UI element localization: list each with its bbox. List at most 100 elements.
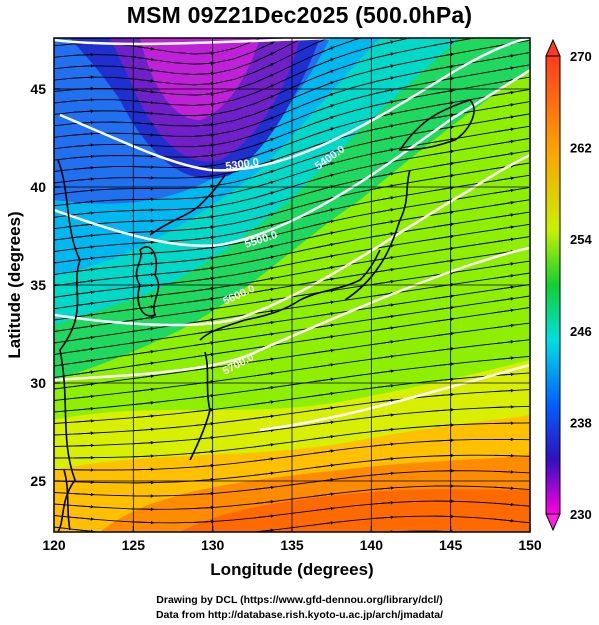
- wind-arrow: [373, 52, 395, 59]
- wind-arrow: [373, 124, 395, 130]
- wind-arrow: [253, 266, 275, 272]
- wind-arrow: [134, 535, 154, 536]
- wind-arrow: [73, 382, 95, 387]
- wind-arrow: [73, 165, 95, 170]
- wind-arrow: [133, 143, 155, 148]
- wind-arrow: [493, 297, 515, 302]
- wind-arrow: [193, 491, 215, 496]
- wind-arrow: [73, 347, 95, 353]
- x-tick-label: 145: [439, 537, 463, 553]
- wind-arrow: [493, 372, 515, 377]
- wind-arrow: [73, 188, 95, 193]
- wind-arrow: [73, 313, 95, 318]
- y-tick-label: 45: [30, 81, 46, 97]
- wind-arrow: [73, 394, 95, 399]
- wind-arrow: [253, 357, 275, 363]
- wind-arrow: [133, 414, 155, 419]
- wind-arrow: [73, 370, 95, 376]
- wind-arrow: [373, 40, 395, 47]
- y-tick-label: 35: [30, 277, 46, 293]
- wind-arrow: [493, 176, 515, 182]
- wind-arrow: [493, 78, 515, 84]
- wind-arrow: [133, 132, 155, 137]
- colorbar-lower-triangle: [545, 513, 561, 532]
- wind-arrow: [313, 150, 335, 158]
- wind-arrow: [133, 219, 155, 223]
- wind-arrow: [373, 279, 395, 285]
- wind-arrow: [193, 174, 215, 179]
- wind-arrow: [493, 502, 515, 507]
- wind-arrow: [253, 385, 275, 391]
- wind-arrow: [73, 75, 95, 80]
- wind-arrow: [313, 300, 335, 306]
- wind-arrow: [253, 223, 275, 230]
- wind-arrow: [313, 38, 335, 45]
- wind-arrow: [73, 132, 95, 136]
- wind-arrow: [193, 215, 215, 220]
- wind-arrow: [253, 116, 275, 126]
- wind-arrow: [313, 242, 335, 249]
- wind-arrow: [133, 89, 155, 94]
- wind-arrow: [313, 521, 335, 526]
- wind-arrow: [313, 46, 335, 56]
- wind-arrow: [253, 442, 275, 448]
- map-grid: [54, 38, 530, 532]
- wind-arrow: [73, 109, 95, 113]
- wind-arrow: [193, 133, 215, 137]
- wind-arrow: [193, 71, 215, 76]
- wind-arrow: [133, 229, 155, 234]
- wind-arrow: [73, 143, 95, 147]
- credit-line-dcl: Drawing by DCL (https://www.gfd-dennou.o…: [156, 594, 443, 606]
- wind-arrow: [493, 115, 515, 121]
- wind-arrow: [493, 225, 515, 231]
- height-contours: [54, 38, 530, 432]
- wind-arrow: [253, 332, 275, 338]
- wind-arrow: [373, 369, 395, 374]
- wind-arrow: [253, 276, 275, 283]
- wind-arrow: [133, 467, 155, 472]
- wind-arrow: [193, 421, 215, 427]
- wind-arrow: [313, 254, 335, 260]
- wind-arrow: [313, 127, 335, 136]
- wind-arrow: [73, 233, 95, 238]
- y-tick-label: 30: [30, 375, 46, 391]
- wind-arrow: [133, 122, 155, 126]
- wind-arrow: [133, 154, 155, 159]
- wind-arrow: [493, 274, 515, 279]
- wind-arrow: [373, 442, 395, 447]
- wind-arrow: [193, 61, 215, 66]
- wind-arrow: [313, 420, 335, 426]
- wind-arrow: [253, 137, 275, 147]
- x-tick-label: 150: [518, 537, 542, 553]
- wind-arrow: [313, 115, 335, 124]
- wind-arrow: [373, 172, 395, 178]
- colorbar-label: 262: [570, 141, 592, 156]
- wind-arrow: [374, 5, 394, 10]
- colorbar: 270 262 254 246 238 230: [545, 38, 592, 532]
- y-axis-ticks: 25 30 35 40 45: [30, 81, 60, 489]
- wind-arrow: [493, 213, 515, 219]
- wind-arrow: [133, 349, 155, 355]
- x-tick-label: 135: [280, 537, 304, 553]
- wind-arrow: [193, 505, 215, 510]
- wind-arrow: [253, 202, 275, 209]
- wind-arrow: [314, 24, 334, 33]
- wind-arrow: [193, 153, 215, 158]
- streamline: [54, 38, 283, 65]
- wind-arrow: [193, 225, 215, 230]
- wind-arrow: [373, 413, 395, 418]
- wind-arrow: [253, 414, 275, 419]
- wind-arrow: [73, 419, 95, 423]
- wind-arrow: [133, 100, 155, 105]
- wind-arrow: [133, 454, 155, 458]
- wind-arrow: [133, 326, 155, 332]
- wind-arrow: [313, 449, 335, 454]
- wind-arrow: [73, 245, 95, 250]
- colorbar-gradient: [545, 55, 561, 515]
- wind-arrow: [133, 315, 155, 321]
- wind-arrow: [193, 81, 215, 86]
- wind-arrow: [313, 463, 335, 469]
- wind-arrow: [373, 398, 395, 403]
- wind-arrow: [253, 105, 275, 115]
- wind-arrow: [494, 19, 514, 23]
